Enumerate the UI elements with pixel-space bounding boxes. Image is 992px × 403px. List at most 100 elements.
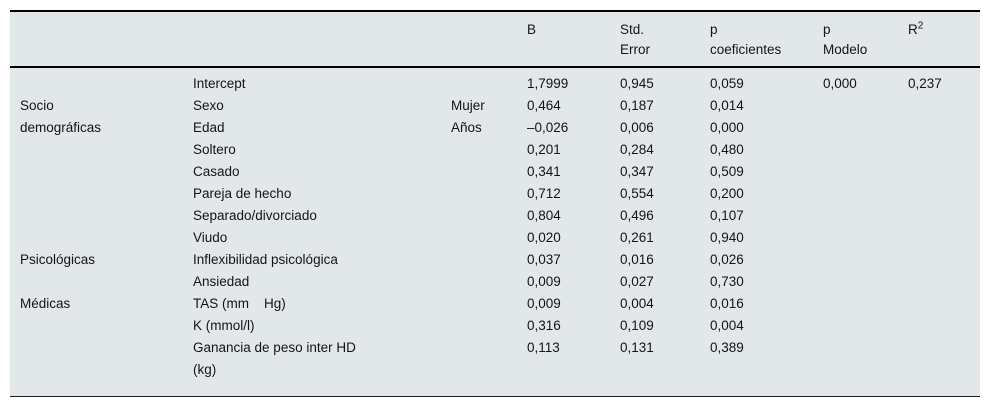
p-coef-cell: 0,004 xyxy=(710,318,744,333)
b-cell: 0,804 xyxy=(527,208,561,223)
b-cell: 0,201 xyxy=(527,142,561,157)
group-cell xyxy=(10,227,193,249)
group-label-sociodemograficas: Socio demográficas xyxy=(20,98,102,135)
group-cell xyxy=(10,161,193,183)
std-error-cell: 0,004 xyxy=(620,296,654,311)
p-coef-cell: 0,200 xyxy=(710,186,744,201)
p-modelo-cell xyxy=(823,271,908,293)
p-modelo-cell xyxy=(823,95,908,117)
column-header-b: B xyxy=(527,11,620,68)
variable-cell: Edad xyxy=(193,120,225,135)
header-row: B Std. Error p coeficientes p Modelo R2 xyxy=(10,11,980,68)
std-error-cell: 0,284 xyxy=(620,142,654,157)
r2-cell xyxy=(908,161,980,183)
group-cell xyxy=(10,139,193,161)
category-cell: Años xyxy=(451,120,482,135)
variable-cell: K (mmol/l) xyxy=(193,318,255,333)
r2-cell xyxy=(908,205,980,227)
table-row-soltero: Soltero 0,201 0,284 0,480 xyxy=(10,139,980,161)
table-body: Intercept 1,7999 0,945 0,059 0,000 0,237… xyxy=(10,67,980,397)
table-row-casado: Casado 0,341 0,347 0,509 xyxy=(10,161,980,183)
p-coef-cell: 0,014 xyxy=(710,98,744,113)
column-header-std-error: Std. Error xyxy=(620,11,710,68)
r-squared-base: R xyxy=(908,22,918,37)
p-coef-cell: 0,026 xyxy=(710,252,744,267)
b-cell: 0,113 xyxy=(527,340,560,355)
p-modelo-cell xyxy=(823,337,908,397)
p-modelo-cell xyxy=(823,315,908,337)
column-header-variable xyxy=(193,11,451,68)
b-cell: 0,464 xyxy=(527,98,561,113)
b-cell: –0,026 xyxy=(527,120,569,135)
r2-cell xyxy=(908,227,980,249)
r2-cell xyxy=(908,117,980,139)
category-cell xyxy=(451,315,527,337)
table-row-k: K (mmol/l) 0,316 0,109 0,004 xyxy=(10,315,980,337)
p-modelo-cell: 0,000 xyxy=(823,76,857,91)
p-coef-cell: 0,480 xyxy=(710,142,744,157)
p-modelo-cell xyxy=(823,183,908,205)
r2-cell xyxy=(908,271,980,293)
table-row-separado-divorciado: Separado/divorciado 0,804 0,496 0,107 xyxy=(10,205,980,227)
group-label-psicologicas: Psicológicas xyxy=(20,252,96,267)
std-error-cell: 0,109 xyxy=(620,318,654,333)
category-cell xyxy=(451,67,527,95)
std-error-cell: 0,027 xyxy=(620,274,654,289)
p-coef-cell: 0,940 xyxy=(710,230,744,245)
variable-cell: Ganancia de peso inter HD (kg) xyxy=(193,340,356,377)
category-cell xyxy=(451,183,527,205)
category-cell xyxy=(451,337,527,397)
std-error-cell: 0,261 xyxy=(620,230,654,245)
p-coef-cell: 0,016 xyxy=(710,296,744,311)
column-header-category xyxy=(451,11,527,68)
b-cell: 1,7999 xyxy=(527,76,569,91)
b-cell: 0,341 xyxy=(527,164,561,179)
column-header-p-coeficientes: p coeficientes xyxy=(710,11,823,68)
table-row-ansiedad: Ansiedad 0,009 0,027 0,730 xyxy=(10,271,980,293)
category-cell xyxy=(451,249,527,271)
table-row-sexo: Socio demográficas Sexo Mujer 0,464 0,18… xyxy=(10,95,980,135)
category-cell xyxy=(451,161,527,183)
b-cell: 0,316 xyxy=(527,318,561,333)
std-error-cell: 0,006 xyxy=(620,120,654,135)
r2-cell xyxy=(908,95,980,117)
r2-cell xyxy=(908,249,980,271)
std-error-cell: 0,187 xyxy=(620,98,654,113)
category-cell xyxy=(451,205,527,227)
b-cell: 0,712 xyxy=(527,186,561,201)
std-error-cell: 0,945 xyxy=(620,76,654,91)
p-modelo-cell xyxy=(823,205,908,227)
group-label-medicas: Médicas xyxy=(20,296,71,311)
p-modelo-cell xyxy=(823,139,908,161)
p-coef-cell: 0,509 xyxy=(710,164,744,179)
variable-cell: Inflexibilidad psicológica xyxy=(193,252,338,267)
table-row-edad: Edad Años –0,026 0,006 0,000 xyxy=(10,117,980,139)
variable-cell: Casado xyxy=(193,164,240,179)
r2-cell xyxy=(908,139,980,161)
variable-cell: Sexo xyxy=(193,98,224,113)
r-squared-superscript: 2 xyxy=(917,20,924,32)
std-error-cell: 0,016 xyxy=(620,252,654,267)
variable-cell: Pareja de hecho xyxy=(193,186,292,201)
b-cell: 0,009 xyxy=(527,274,561,289)
p-modelo-cell xyxy=(823,249,908,271)
group-cell xyxy=(10,183,193,205)
p-coef-cell: 0,059 xyxy=(710,76,744,91)
r2-cell xyxy=(908,293,980,315)
std-error-cell: 0,496 xyxy=(620,208,654,223)
r2-cell xyxy=(908,183,980,205)
r2-cell: 0,237 xyxy=(908,76,942,91)
p-coef-cell: 0,389 xyxy=(710,340,744,355)
r2-cell xyxy=(908,337,980,397)
variable-cell: Intercept xyxy=(193,76,246,91)
std-error-cell: 0,554 xyxy=(620,186,654,201)
variable-cell: TAS (mm Hg) xyxy=(193,296,286,311)
group-cell xyxy=(10,315,193,337)
p-coef-cell: 0,107 xyxy=(710,208,744,223)
table-row-intercept: Intercept 1,7999 0,945 0,059 0,000 0,237 xyxy=(10,67,980,95)
column-header-p-modelo: p Modelo xyxy=(823,11,908,68)
category-cell xyxy=(451,227,527,249)
table-row-inflexibilidad: Psicológicas Inflexibilidad psicológica … xyxy=(10,249,980,271)
column-header-group xyxy=(10,11,193,68)
